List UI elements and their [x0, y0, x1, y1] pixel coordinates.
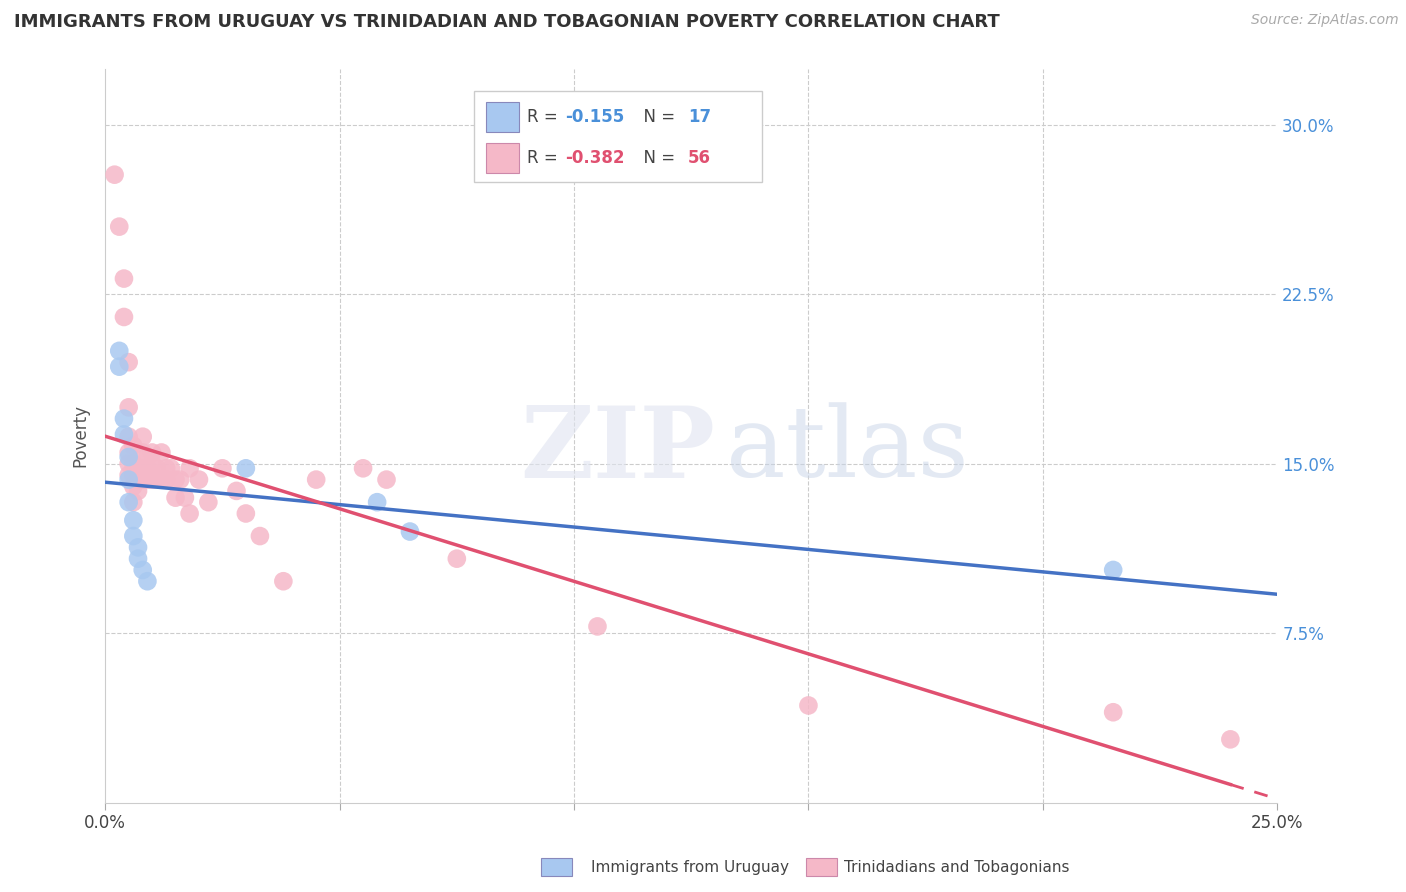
Point	[118, 445, 141, 459]
Point	[150, 473, 173, 487]
Point	[132, 445, 155, 459]
Point	[235, 461, 257, 475]
Bar	[486, 102, 519, 132]
Point	[141, 473, 163, 487]
Point	[1219, 732, 1241, 747]
Point	[375, 473, 398, 487]
Point	[225, 483, 247, 498]
Text: Immigrants from Uruguay: Immigrants from Uruguay	[591, 860, 789, 874]
Point	[122, 457, 145, 471]
Text: atlas: atlas	[727, 402, 969, 498]
Point	[797, 698, 820, 713]
Point	[141, 445, 163, 459]
Text: -0.382: -0.382	[565, 149, 624, 167]
Point	[179, 507, 201, 521]
Point	[132, 563, 155, 577]
Text: R =: R =	[527, 108, 564, 126]
Point	[211, 461, 233, 475]
Point	[112, 310, 135, 324]
Point	[136, 450, 159, 464]
Point	[146, 473, 169, 487]
Point	[122, 439, 145, 453]
Point	[108, 219, 131, 234]
Point	[118, 355, 141, 369]
Point	[141, 457, 163, 471]
Point	[165, 473, 187, 487]
Y-axis label: Poverty: Poverty	[72, 404, 89, 467]
Point	[118, 473, 141, 487]
Point	[165, 491, 187, 505]
Point	[112, 411, 135, 425]
Text: Trinidadians and Tobagonians: Trinidadians and Tobagonians	[844, 860, 1069, 874]
Point	[132, 473, 155, 487]
Point	[136, 473, 159, 487]
Point	[197, 495, 219, 509]
Point	[112, 427, 135, 442]
Point	[127, 541, 149, 555]
Point	[118, 430, 141, 444]
Point	[103, 168, 125, 182]
Point	[118, 468, 141, 483]
Text: ZIP: ZIP	[520, 401, 714, 499]
Point	[136, 461, 159, 475]
Point	[446, 551, 468, 566]
Point	[118, 457, 141, 471]
Text: N =: N =	[633, 149, 681, 167]
Point	[160, 461, 183, 475]
Point	[108, 359, 131, 374]
Point	[127, 473, 149, 487]
Point	[127, 551, 149, 566]
Point	[273, 574, 295, 589]
Point	[169, 473, 191, 487]
Text: 17: 17	[688, 108, 711, 126]
Point	[249, 529, 271, 543]
Text: Source: ZipAtlas.com: Source: ZipAtlas.com	[1251, 13, 1399, 28]
Point	[122, 529, 145, 543]
Point	[174, 491, 197, 505]
Point	[127, 461, 149, 475]
Text: 56: 56	[688, 149, 710, 167]
Point	[127, 483, 149, 498]
Point	[112, 271, 135, 285]
Text: -0.155: -0.155	[565, 108, 624, 126]
Point	[179, 461, 201, 475]
Point	[122, 468, 145, 483]
FancyBboxPatch shape	[474, 91, 762, 182]
Point	[108, 343, 131, 358]
Point	[155, 473, 177, 487]
Point	[132, 430, 155, 444]
Text: IMMIGRANTS FROM URUGUAY VS TRINIDADIAN AND TOBAGONIAN POVERTY CORRELATION CHART: IMMIGRANTS FROM URUGUAY VS TRINIDADIAN A…	[14, 13, 1000, 31]
Point	[150, 445, 173, 459]
Point	[118, 401, 141, 415]
Point	[136, 574, 159, 589]
Point	[122, 513, 145, 527]
Point	[586, 619, 609, 633]
Text: N =: N =	[633, 108, 681, 126]
Point	[235, 507, 257, 521]
Point	[1102, 705, 1125, 719]
Point	[155, 461, 177, 475]
Point	[132, 461, 155, 475]
Bar	[486, 143, 519, 173]
Point	[399, 524, 422, 539]
Point	[188, 473, 211, 487]
Point	[352, 461, 374, 475]
Point	[118, 495, 141, 509]
Text: R =: R =	[527, 149, 564, 167]
Point	[118, 450, 141, 464]
Point	[366, 495, 388, 509]
Point	[1102, 563, 1125, 577]
Point	[146, 461, 169, 475]
Point	[122, 495, 145, 509]
Point	[305, 473, 328, 487]
Point	[122, 479, 145, 493]
